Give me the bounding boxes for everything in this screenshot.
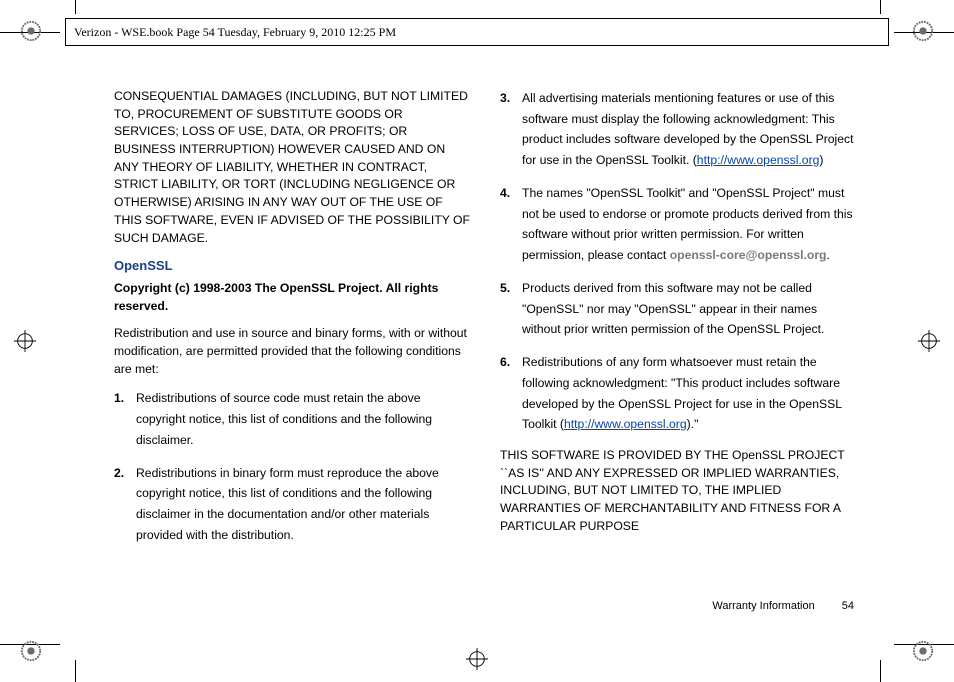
openssl-link[interactable]: http://www.openssl.org [564,417,687,431]
colorwheel-icon [912,640,934,662]
list-item: 1. Redistributions of source code must r… [114,388,470,450]
redistribution-intro: Redistribution and use in source and bin… [114,325,470,378]
list-item: 4. The names "OpenSSL Toolkit" and "Open… [500,183,856,266]
openssl-link[interactable]: http://www.openssl.org [697,153,820,167]
openssl-heading: OpenSSL [114,257,470,276]
list-item: 3. All advertising materials mentioning … [500,88,856,171]
item-text: Products derived from this software may … [522,278,856,340]
left-column: CONSEQUENTIAL DAMAGES (INCLUDING, BUT NO… [114,88,470,608]
disclaimer-continuation: CONSEQUENTIAL DAMAGES (INCLUDING, BUT NO… [114,88,470,247]
item-number: 1. [114,388,136,450]
item-text: Redistributions of any form whatsoever m… [522,352,856,435]
list-item: 5. Products derived from this software m… [500,278,856,340]
reg-right [918,330,940,352]
item-number: 5. [500,278,522,340]
copyright-line: Copyright (c) 1998-2003 The OpenSSL Proj… [114,280,470,315]
item-number: 2. [114,463,136,546]
item-text: The names "OpenSSL Toolkit" and "OpenSSL… [522,183,856,266]
item-number: 6. [500,352,522,435]
colorwheel-icon [912,20,934,42]
page-header-bar: Verizon - WSE.book Page 54 Tuesday, Febr… [65,18,889,46]
content-area: CONSEQUENTIAL DAMAGES (INCLUDING, BUT NO… [114,88,856,608]
item-text: Redistributions of source code must reta… [136,388,470,450]
footer-label: Warranty Information [712,600,814,612]
list-item: 2. Redistributions in binary form must r… [114,463,470,546]
conditions-list-left: 1. Redistributions of source code must r… [114,388,470,545]
item-text: Redistributions in binary form must repr… [136,463,470,546]
right-column: 3. All advertising materials mentioning … [500,88,856,608]
reg-bottom [466,648,488,670]
page-number: 54 [842,600,854,612]
colorwheel-icon [20,640,42,662]
conditions-list-right: 3. All advertising materials mentioning … [500,88,856,435]
item-number: 4. [500,183,522,266]
colorwheel-icon [20,20,42,42]
item-text: All advertising materials mentioning fea… [522,88,856,171]
page-footer: Warranty Information 54 [712,600,854,612]
warranty-disclaimer: THIS SOFTWARE IS PROVIDED BY THE OpenSSL… [500,447,856,535]
reg-left [14,330,36,352]
item-number: 3. [500,88,522,171]
contact-email: openssl-core@openssl.org [670,248,827,262]
header-text: Verizon - WSE.book Page 54 Tuesday, Febr… [74,25,396,40]
list-item: 6. Redistributions of any form whatsoeve… [500,352,856,435]
